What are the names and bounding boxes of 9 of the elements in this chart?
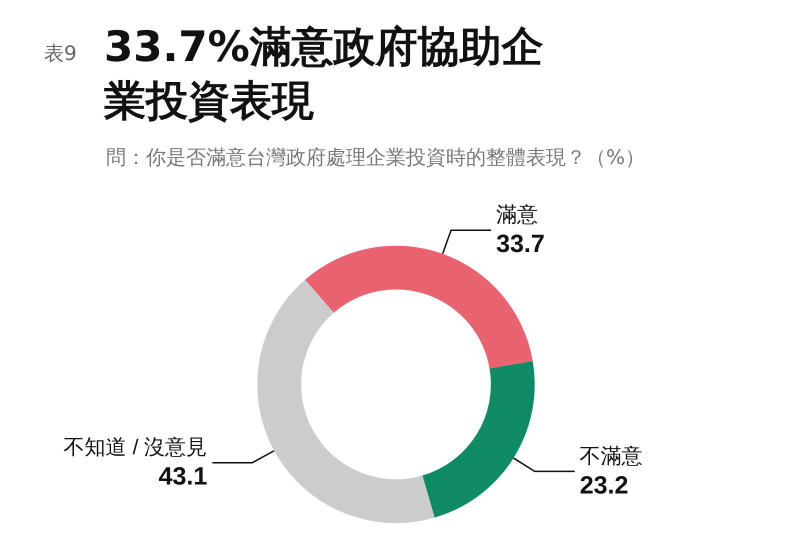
text: 表9 — [44, 40, 77, 67]
chart-title: 33.7%滿意政府協助企業投資表現 — [104, 21, 545, 127]
data-label: 23.2 — [580, 471, 628, 500]
data-label: 43.1 — [158, 462, 208, 491]
chart-subtitle: 問：你是否滿意台灣政府處理企業投資時的整體表現？（%） — [106, 144, 646, 171]
slice-label: 滿意 — [496, 204, 538, 227]
slice-label: 不知道 / 沒意見 — [64, 436, 208, 460]
slice-label: 不滿意 — [580, 444, 643, 468]
data-label: 33.7 — [496, 230, 545, 258]
